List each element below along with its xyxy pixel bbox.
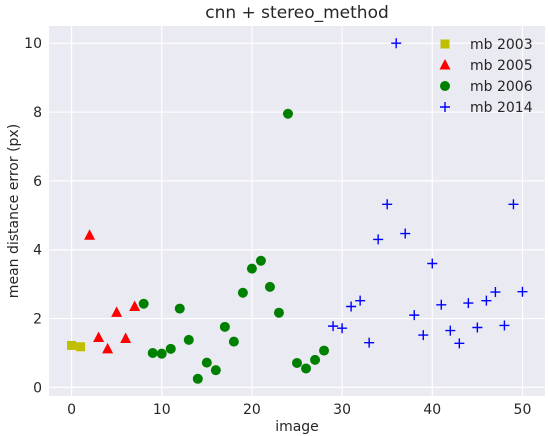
data-point <box>201 357 212 368</box>
data-point <box>264 281 275 292</box>
legend-label: mb 2006 <box>470 79 533 95</box>
data-point <box>418 330 429 341</box>
data-point <box>165 343 176 354</box>
data-point <box>255 255 266 266</box>
legend-marker <box>439 59 451 70</box>
data-point <box>174 303 185 314</box>
y-tick-label: 4 <box>33 243 42 259</box>
data-point <box>67 340 77 350</box>
data-point <box>138 298 149 309</box>
data-point <box>76 342 86 352</box>
data-point <box>228 336 239 347</box>
data-point <box>463 298 474 309</box>
data-point <box>409 310 420 321</box>
data-point <box>391 38 402 49</box>
data-point <box>156 348 167 359</box>
x-tick-label: 20 <box>243 402 261 418</box>
data-point <box>301 363 312 374</box>
data-point <box>508 199 519 210</box>
chart-title: cnn + stereo_method <box>205 3 389 23</box>
data-point <box>120 332 132 344</box>
legend-label: mb 2014 <box>470 100 533 116</box>
x-tick-label: 40 <box>423 402 441 418</box>
legend: mb 2003 mb 2005 mb 2006 mb 2014 <box>439 37 533 116</box>
data-point <box>273 307 284 318</box>
x-tick-label: 50 <box>514 402 532 418</box>
data-point <box>427 258 438 269</box>
y-tick-label: 0 <box>33 380 42 396</box>
data-point <box>319 345 330 356</box>
x-tick-label: 10 <box>153 402 171 418</box>
data-point <box>93 331 105 342</box>
data-point <box>246 263 257 274</box>
data-point <box>147 347 158 358</box>
data-point <box>472 322 483 333</box>
grid-lines <box>49 26 545 396</box>
data-point <box>436 299 447 310</box>
data-point <box>282 108 293 119</box>
data-point <box>517 286 528 297</box>
y-tick-label: 6 <box>33 174 42 190</box>
data-point <box>481 295 492 306</box>
y-tick-label: 10 <box>24 36 42 52</box>
x-axis: 0 10 20 30 40 50 <box>67 402 531 418</box>
data-point <box>84 229 96 240</box>
legend-marker <box>440 39 450 49</box>
legend-label: mb 2005 <box>470 58 533 74</box>
data-point <box>400 228 411 239</box>
x-tick-label: 0 <box>67 402 76 418</box>
legend-label: mb 2003 <box>470 37 533 53</box>
y-axis: 0 2 4 6 8 10 <box>24 36 42 396</box>
y-tick-label: 8 <box>33 105 42 121</box>
data-point <box>219 321 230 332</box>
data-point <box>454 338 465 349</box>
data-point <box>111 306 123 317</box>
data-point <box>310 354 321 365</box>
data-point <box>445 325 456 336</box>
data-point <box>102 342 114 354</box>
y-tick-label: 2 <box>33 312 42 328</box>
data-point <box>355 295 366 306</box>
data-point <box>129 300 141 312</box>
data-point <box>292 357 302 368</box>
y-axis-label: mean distance error (px) <box>6 124 22 298</box>
data-point <box>210 365 221 376</box>
legend-marker <box>440 81 450 91</box>
x-tick-label: 30 <box>333 402 351 418</box>
data-point <box>328 321 339 332</box>
data-point <box>346 301 357 312</box>
data-point <box>382 199 393 210</box>
data-point <box>364 337 375 348</box>
data-point <box>183 334 194 345</box>
data-points <box>67 38 528 384</box>
data-point <box>499 320 510 331</box>
data-point <box>192 373 203 384</box>
data-point <box>490 287 501 298</box>
data-point <box>373 234 384 245</box>
data-point <box>337 323 348 334</box>
x-axis-label: image <box>275 419 319 435</box>
legend-marker <box>440 102 450 112</box>
data-point <box>237 287 248 298</box>
plot-area <box>49 26 545 396</box>
